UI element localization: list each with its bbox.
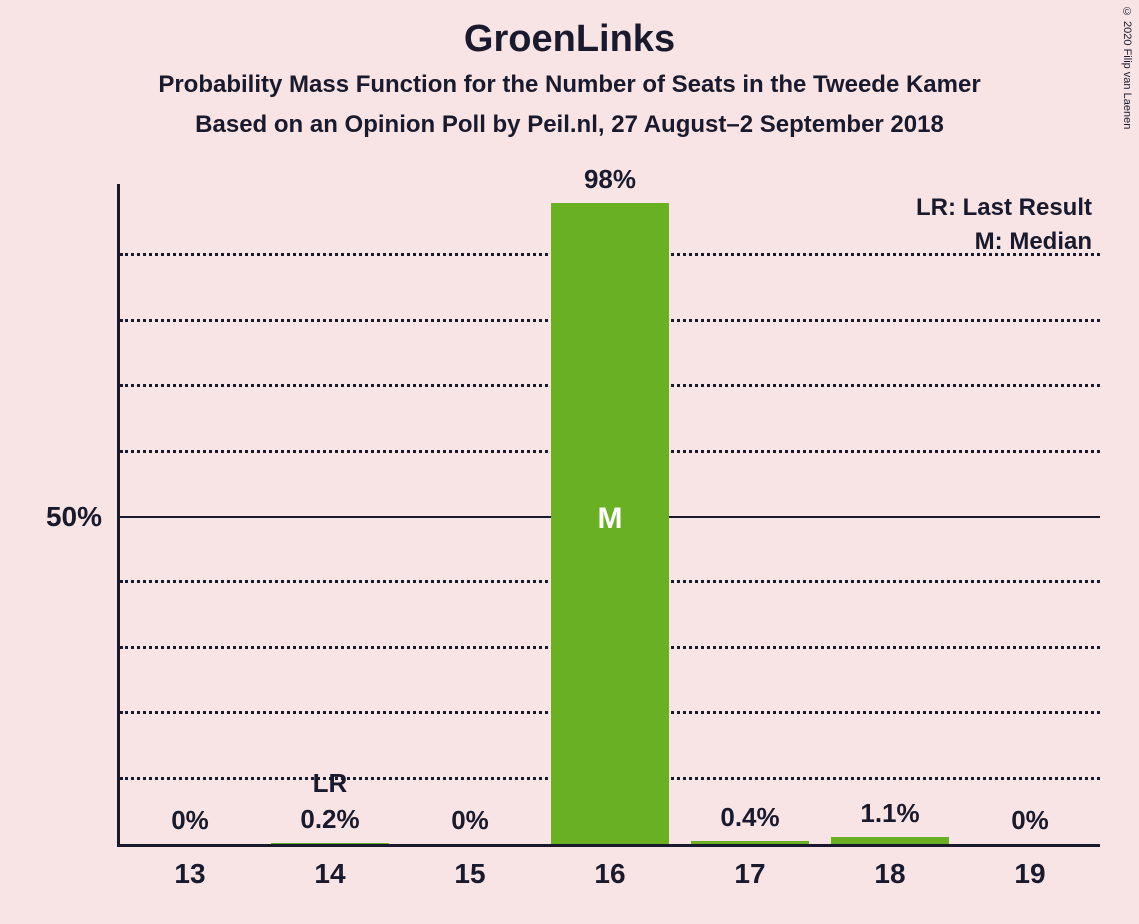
x-tick-label: 18	[820, 844, 960, 890]
bar-slot: 0%19	[960, 190, 1100, 844]
bar	[831, 837, 949, 844]
chart-title: GroenLinks	[0, 0, 1139, 61]
bar-value-label: 0%	[120, 805, 260, 836]
bar-slot: 0.2%LR14	[260, 190, 400, 844]
legend-lr: LR: Last Result	[916, 194, 1092, 222]
bar-value-label: 98%	[540, 164, 680, 195]
x-tick-label: 14	[260, 844, 400, 890]
bar-value-label: 0%	[400, 805, 540, 836]
bar-value-label: 1.1%	[820, 798, 960, 829]
bar-slot: 0%13	[120, 190, 260, 844]
bar-value-label: 0%	[960, 805, 1100, 836]
bars-container: 0%130.2%LR140%1598%M160.4%171.1%180%19	[120, 190, 1100, 844]
x-tick-label: 17	[680, 844, 820, 890]
bar-slot: 98%M16	[540, 190, 680, 844]
legend: LR: Last Result M: Median	[916, 194, 1092, 262]
bar-slot: 1.1%18	[820, 190, 960, 844]
bar-slot: 0%15	[400, 190, 540, 844]
bar-value-label: 0.2%	[260, 804, 400, 835]
legend-m: M: Median	[916, 228, 1092, 256]
x-axis-line	[117, 844, 1100, 847]
x-tick-label: 15	[400, 844, 540, 890]
chart-subtitle-2: Based on an Opinion Poll by Peil.nl, 27 …	[0, 111, 1139, 139]
x-tick-label: 19	[960, 844, 1100, 890]
x-tick-label: 13	[120, 844, 260, 890]
y-tick-label: 50%	[46, 501, 120, 533]
bar-slot: 0.4%17	[680, 190, 820, 844]
copyright-text: © 2020 Filip van Laenen	[1121, 6, 1133, 129]
chart-plot-area: 0%130.2%LR140%1598%M160.4%171.1%180%19 L…	[120, 190, 1100, 844]
lr-label: LR	[260, 768, 400, 799]
median-label: M	[540, 502, 680, 536]
chart-subtitle-1: Probability Mass Function for the Number…	[0, 71, 1139, 99]
x-tick-label: 16	[540, 844, 680, 890]
bar-value-label: 0.4%	[680, 802, 820, 833]
